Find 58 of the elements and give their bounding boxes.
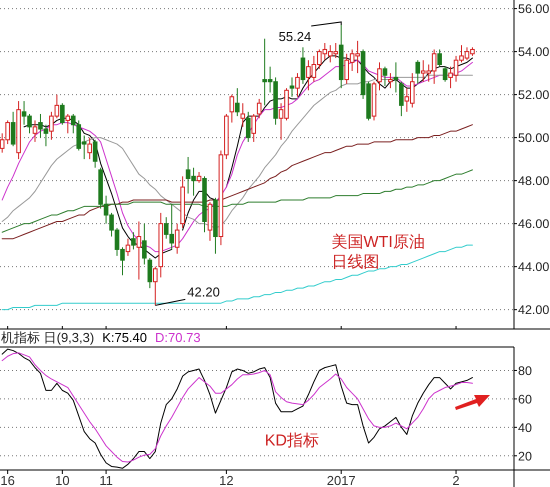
y-tick-label: 44.00 — [518, 260, 550, 274]
candlestick — [399, 81, 404, 117]
candlestick — [126, 238, 130, 256]
candlestick — [66, 113, 70, 134]
candlestick — [148, 258, 152, 289]
x-tick-label: 11 — [99, 473, 113, 487]
candlestick — [240, 102, 246, 128]
candlestick — [388, 72, 393, 89]
y-tick-label: 52.00 — [518, 88, 550, 102]
candlestick — [136, 220, 142, 280]
y-tick-label: 48.00 — [518, 174, 550, 188]
annotation: 美国WTI原油 — [332, 232, 425, 251]
candlestick — [382, 66, 388, 87]
candlestick — [246, 111, 251, 142]
x-tick-label: 2 — [452, 473, 460, 487]
candlestick — [10, 111, 16, 147]
candlestick — [394, 62, 398, 93]
candlestick — [290, 76, 294, 98]
candlestick — [377, 62, 382, 91]
candlestick — [295, 72, 300, 98]
candlestick — [437, 48, 442, 68]
candlestick — [131, 232, 136, 250]
candlestick — [32, 120, 38, 142]
line-series — [2, 169, 473, 233]
y-tick-label: 60 — [518, 392, 532, 406]
annotation: 日线图 — [332, 252, 380, 271]
candlestick — [415, 60, 420, 84]
x-tick-label: 12 — [219, 473, 234, 487]
chart-title: 机指标 日(9,3,3) — [1, 330, 94, 345]
x-tick-label: 16 — [0, 473, 15, 487]
candlestick — [235, 88, 240, 117]
candlestick — [442, 66, 448, 82]
annotation: 42.20 — [187, 284, 220, 300]
y-tick-label: 54.00 — [518, 45, 550, 60]
x-tick-label: 2017 — [326, 473, 356, 487]
candlestick — [174, 223, 180, 254]
y-tick-label: 50.00 — [518, 131, 550, 146]
y-tick-label: 42.00 — [518, 303, 550, 318]
candlestick — [92, 139, 98, 168]
candlestick — [230, 94, 234, 124]
candlestick — [256, 98, 262, 119]
candlestick — [60, 102, 65, 126]
candlestick — [142, 223, 147, 265]
y-tick-label: 80 — [518, 364, 532, 378]
text: K:75.40 — [102, 330, 148, 345]
y-tick-label: 56.00 — [518, 2, 550, 16]
candlestick — [87, 137, 92, 160]
y-tick-label: 20 — [518, 449, 532, 464]
candlestick — [251, 113, 256, 142]
x-tick-label: 10 — [55, 473, 70, 487]
candlestick — [196, 172, 202, 184]
annotation: KD指标 — [264, 431, 319, 450]
y-tick-label: 40 — [518, 420, 532, 435]
candlestick — [152, 266, 158, 306]
text: D:70.73 — [155, 330, 201, 345]
candlestick — [300, 46, 306, 84]
annotation: 55.24 — [278, 28, 312, 44]
y-tick-label: 46.00 — [518, 217, 550, 232]
